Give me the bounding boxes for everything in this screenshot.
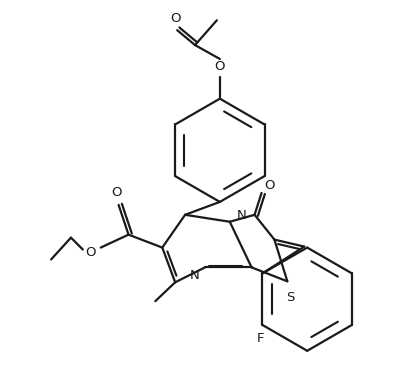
Text: N: N	[237, 209, 247, 222]
Text: O: O	[111, 187, 122, 199]
Text: O: O	[170, 12, 180, 25]
Text: S: S	[286, 291, 295, 304]
Text: O: O	[215, 60, 225, 74]
Text: O: O	[85, 246, 96, 259]
Text: N: N	[190, 269, 200, 282]
Text: F: F	[257, 333, 264, 345]
Text: O: O	[264, 179, 275, 192]
